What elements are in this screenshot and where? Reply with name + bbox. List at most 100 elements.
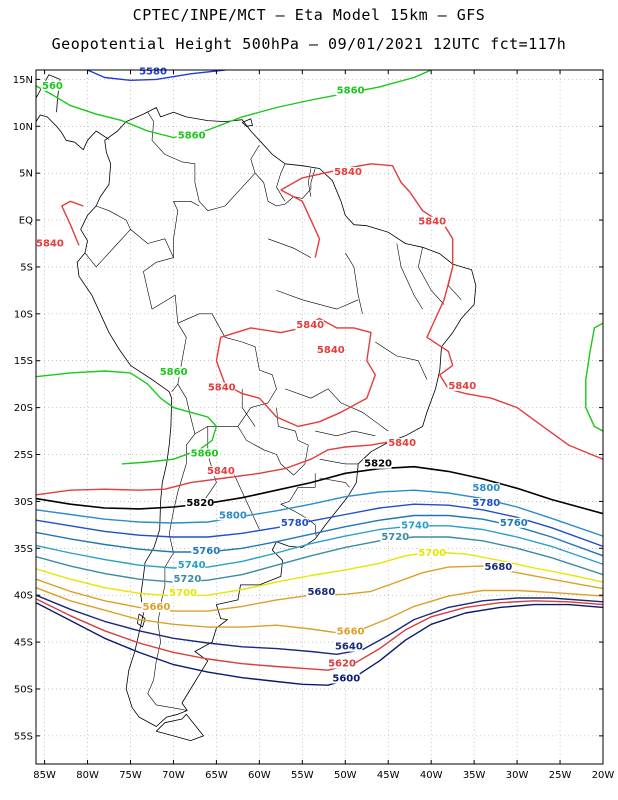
contour-label-30: 5680 <box>307 587 335 598</box>
contour-line-13 <box>36 525 603 569</box>
border-22 <box>319 477 350 488</box>
contour-label-bg-10 <box>447 380 476 391</box>
lat-tick-label-4: 5S <box>20 262 33 273</box>
contour-label-23: 5740 <box>401 521 429 532</box>
contour-label-2: 5860 <box>337 85 365 96</box>
contour-label-bg-24 <box>176 559 206 570</box>
contour-label-bg-13 <box>158 366 188 377</box>
lon-tick-label-8: 45W <box>377 770 400 781</box>
contour-label-28: 5700 <box>169 588 197 599</box>
contour-line-7 <box>36 370 218 465</box>
contour-label-27: 5700 <box>418 548 446 559</box>
border-9 <box>237 407 309 476</box>
contour-label-bg-26 <box>172 574 201 585</box>
lat-tick-label-6: 15S <box>14 356 33 367</box>
contour-label-33: 5640 <box>335 642 363 653</box>
contour-line-6 <box>36 439 397 496</box>
contour-line-0 <box>87 70 226 81</box>
contour-label-bg-0 <box>138 66 167 77</box>
coastline-5 <box>241 118 253 127</box>
contour-label-layer: 5580 560 5860 5860 5840 5840 5840 5840 5840 5840 5… <box>35 66 528 684</box>
contour-label-21: 5760 <box>500 518 528 529</box>
lat-tick-label-3: EQ <box>19 216 33 227</box>
land-layer <box>36 47 477 741</box>
border-4 <box>143 201 200 324</box>
contour-line-4 <box>280 189 321 258</box>
contour-label-bg-27 <box>417 547 446 558</box>
contour-label-4: 5840 <box>36 238 64 249</box>
map-title-line2: Geopotential Height 500hPa – 09/01/2021 … <box>51 35 567 53</box>
contour-label-6: 5840 <box>418 217 446 228</box>
lat-tick-label-0: 15N <box>13 75 33 86</box>
contour-label-bg-3 <box>176 130 206 141</box>
border-19 <box>276 290 359 310</box>
contour-label-15: 5820 <box>364 459 392 470</box>
contour-label-bg-28 <box>168 588 197 599</box>
contour-label-bg-34 <box>327 658 356 669</box>
contour-label-16: 5820 <box>186 498 214 509</box>
contour-label-9: 5840 <box>208 383 236 394</box>
lat-tick-label-8: 25S <box>14 450 33 461</box>
contour-label-32: 5660 <box>337 627 365 638</box>
border-0 <box>147 112 260 211</box>
contour-label-bg-14 <box>189 448 219 459</box>
contour-label-bg-23 <box>400 520 429 531</box>
contour-label-0: 5580 <box>139 67 167 78</box>
border-7 <box>171 323 187 392</box>
contour-label-14: 5860 <box>191 448 219 459</box>
contour-label-19: 5780 <box>281 518 309 529</box>
contour-label-8: 5840 <box>317 345 345 356</box>
contour-label-bg-20 <box>471 498 500 509</box>
lat-tick-label-5: 10S <box>14 309 33 320</box>
lat-tick-label-1: 10N <box>13 122 33 133</box>
contour-label-31: 5660 <box>143 602 171 613</box>
contour-line-1 <box>36 70 432 139</box>
graticule <box>36 70 603 764</box>
contour-line-18 <box>36 594 603 655</box>
contour-label-bg-4 <box>35 238 64 249</box>
contour-line-5 <box>215 317 376 428</box>
border-3 <box>308 168 312 197</box>
contour-label-bg-5 <box>333 167 362 178</box>
contour-line-8 <box>585 322 603 432</box>
lon-tick-label-1: 80W <box>76 770 99 781</box>
border-10 <box>147 433 196 711</box>
coastline-1 <box>155 714 204 741</box>
contour-line-11 <box>36 503 603 548</box>
contour-label-11: 5840 <box>388 438 416 449</box>
contour-line-15 <box>36 551 603 597</box>
contour-label-bg-7 <box>295 319 324 330</box>
border-20 <box>267 238 312 258</box>
axis-ticks: 15N 10N 5N EQ 5S 10S 15S 20S 25S 30S 35S 40S 45S 50S 5… <box>13 70 614 781</box>
border-21 <box>319 458 359 465</box>
contour-label-bg-11 <box>387 438 416 449</box>
contour-label-bg-29 <box>483 561 512 572</box>
lat-tick-label-14: 55S <box>14 731 33 742</box>
lat-tick-label-11: 40S <box>14 591 33 602</box>
contour-line-9 <box>36 465 603 515</box>
contour-label-bg-15 <box>363 458 392 469</box>
contour-label-bg-21 <box>498 517 528 528</box>
lon-tick-label-2: 75W <box>119 770 142 781</box>
border-11 <box>280 473 317 537</box>
lon-tick-label-4: 65W <box>205 770 228 781</box>
contour-label-bg-31 <box>141 602 170 613</box>
contour-label-bg-32 <box>335 626 365 637</box>
coastline-6 <box>199 47 208 52</box>
contour-label-bg-1 <box>41 80 63 91</box>
contour-label-7: 5840 <box>296 320 324 331</box>
map-title-line1: CPTEC/INPE/MCT – Eta Model 15km – GFS <box>132 6 486 24</box>
lon-tick-label-0: 85W <box>33 770 56 781</box>
border-2 <box>276 163 286 202</box>
contour-label-17: 5800 <box>219 510 247 521</box>
contour-label-bg-12 <box>205 466 235 477</box>
border-5 <box>84 205 131 268</box>
lat-tick-label-9: 30S <box>14 497 33 508</box>
border-6 <box>130 229 174 258</box>
lat-tick-label-12: 45S <box>14 638 33 649</box>
lat-tick-label-13: 50S <box>14 684 33 695</box>
lon-tick-label-9: 40W <box>420 770 443 781</box>
border-8 <box>177 313 277 435</box>
contour-line-2 <box>61 200 84 246</box>
